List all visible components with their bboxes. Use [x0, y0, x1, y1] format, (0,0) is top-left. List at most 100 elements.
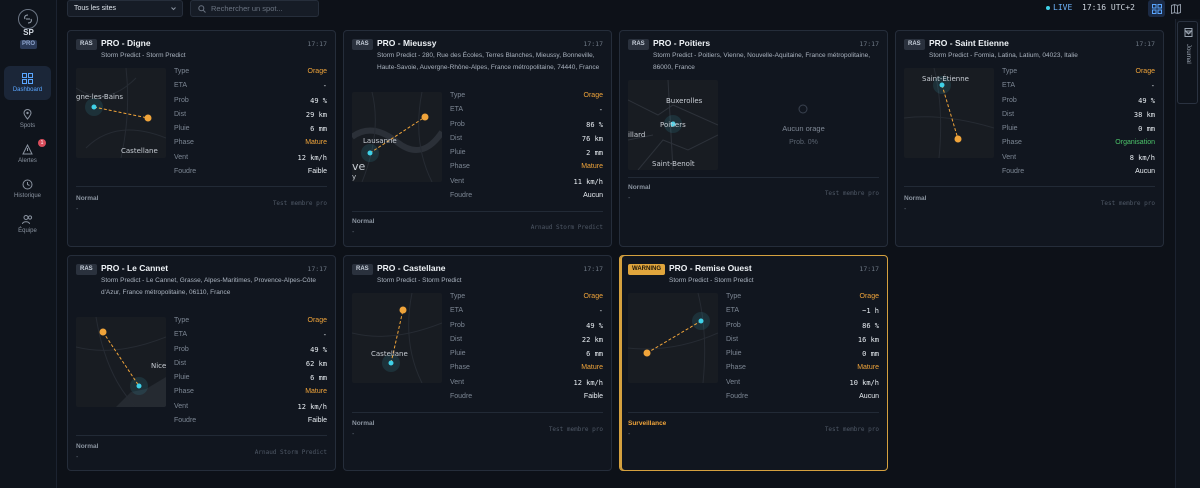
metric-prob: Prob 49 % — [1002, 97, 1155, 111]
metric-label: Pluie — [450, 350, 466, 358]
card-time: 17:17 — [1135, 40, 1155, 48]
metric-type: Type Orage — [174, 317, 327, 331]
site-select[interactable]: Tous les sites — [67, 0, 183, 17]
map-view-button[interactable] — [1167, 0, 1184, 17]
metric-label: Prob — [450, 321, 465, 329]
nav-equipe[interactable]: Équipe — [4, 207, 51, 241]
map-label: Poitiers — [660, 121, 686, 129]
metric-type: Type Orage — [450, 92, 603, 106]
metric-vent: Vent 10 km/h — [726, 379, 879, 393]
metric-value: 12 km/h — [297, 153, 327, 162]
status-tag: RAS — [76, 264, 97, 275]
card-member: Test membre pro — [548, 426, 603, 433]
status-tag: RAS — [76, 39, 97, 50]
nav-label: Alertes — [18, 158, 37, 164]
journal-panel: Journal — [1175, 19, 1200, 488]
spot-card-digne[interactable]: RAS PRO - Digne Storm Predict - Storm Pr… — [67, 30, 336, 247]
metric-value: 38 km — [1133, 110, 1155, 119]
users-icon — [22, 215, 33, 225]
grid-view-button[interactable] — [1148, 0, 1165, 17]
metric-label: Prob — [174, 96, 189, 104]
spot-card-castellane[interactable]: RAS PRO - Castellane Storm Predict - Sto… — [343, 255, 612, 471]
nav-alertes[interactable]: Alertes 1 — [4, 137, 51, 171]
metric-value: 10 km/h — [849, 378, 879, 387]
metric-prob: Prob 49 % — [174, 346, 327, 360]
pin-icon — [23, 109, 32, 120]
map-label: Saint-Benoît — [652, 160, 695, 168]
status-tag: RAS — [352, 39, 373, 50]
metric-vent: Vent 8 km/h — [1002, 154, 1155, 168]
journal-label: Journal — [1185, 44, 1191, 64]
metric-value: Orage — [583, 92, 603, 99]
search-input[interactable]: Rechercher un spot... — [190, 0, 319, 17]
sidebar: SP PRO Dashboard Spots Alertes 1 Histori… — [0, 0, 57, 488]
metric-label: Type — [174, 317, 190, 324]
spot-marker — [698, 318, 704, 324]
metric-prob: Prob 49 % — [450, 322, 603, 336]
nav-dashboard[interactable]: Dashboard — [4, 66, 51, 100]
card-title: PRO - Castellane — [377, 263, 446, 273]
spot-marker — [91, 104, 97, 110]
grid-icon — [22, 73, 33, 84]
spot-card-mieussy[interactable]: RAS PRO - Mieussy Storm Predict - 280, R… — [343, 30, 612, 247]
metrics-table: Type Orage ETA - Prob 49 % Dist 29 km Pluie 6… — [174, 68, 327, 182]
metric-vent: Vent 12 km/h — [174, 403, 327, 417]
metric-dist: Dist 22 km — [450, 336, 603, 350]
card-note: - — [628, 431, 631, 438]
divider — [76, 186, 327, 187]
nav-spots[interactable]: Spots — [4, 102, 51, 136]
divider — [628, 177, 879, 178]
storm-marker — [99, 328, 107, 336]
metric-value: - — [598, 106, 603, 115]
warning-icon — [22, 144, 33, 155]
divider — [904, 186, 1155, 187]
card-note: - — [904, 206, 907, 213]
metrics-table: Type Orage ETA - Prob 86 % Dist 76 km Pluie 2… — [450, 92, 603, 206]
metric-label: Type — [450, 92, 466, 99]
metric-vent: Vent 11 km/h — [450, 178, 603, 192]
metric-label: Type — [174, 68, 190, 75]
metric-value: Organisation — [1115, 139, 1155, 147]
metric-value: 0 mm — [1138, 125, 1155, 134]
metric-phase: Phase Mature — [450, 163, 603, 177]
card-title: PRO - Saint Etienne — [929, 38, 1009, 48]
metric-value: 86 % — [586, 120, 603, 129]
nav-historique[interactable]: Historique — [4, 172, 51, 206]
metric-pluie: Pluie 6 mm — [174, 374, 327, 388]
divider — [352, 412, 603, 413]
mini-map — [628, 293, 718, 383]
metric-label: ETA — [174, 82, 188, 90]
metric-eta: ETA - — [450, 106, 603, 120]
storm-logo-icon — [18, 9, 38, 29]
card-status: Normal — [904, 195, 927, 202]
card-note: - — [628, 195, 631, 202]
metric-label: Foudre — [726, 393, 749, 401]
card-subtitle: Storm Predict - Le Cannet, Grasse, Alpes… — [101, 277, 316, 296]
metric-foudre: Foudre Faible — [450, 393, 603, 407]
map-icon — [1170, 3, 1181, 14]
metric-label: Prob — [1002, 96, 1017, 104]
card-status: Normal — [352, 218, 375, 225]
spot-marker — [939, 82, 945, 88]
metric-type: Type Orage — [174, 68, 327, 82]
map-label: y — [352, 173, 356, 181]
metric-pluie: Pluie 6 mm — [174, 125, 327, 139]
metric-value: - — [322, 331, 327, 340]
card-subtitle: Storm Predict - Poitiers, Vienne, Nouvel… — [653, 52, 871, 71]
metric-value: Faible — [307, 417, 327, 425]
spot-card-poitiers[interactable]: RAS PRO - Poitiers Storm Predict - Poiti… — [619, 30, 888, 247]
spot-marker — [367, 150, 373, 156]
spot-card-saint-etienne[interactable]: RAS PRO - Saint Etienne Storm Predict - … — [895, 30, 1164, 247]
metric-value: 11 km/h — [573, 177, 603, 186]
spot-card-remise-ouest[interactable]: WARNING PRO - Remise Ouest Storm Predict… — [619, 255, 888, 471]
card-note: - — [76, 454, 79, 461]
journal-toggle[interactable]: Journal — [1177, 21, 1198, 104]
metric-eta: ETA - — [450, 307, 603, 321]
metric-phase: Phase Mature — [174, 388, 327, 402]
spot-card-le-cannet[interactable]: RAS PRO - Le Cannet Storm Predict - Le C… — [67, 255, 336, 471]
metric-label: Pluie — [174, 374, 190, 382]
metric-value: 12 km/h — [297, 402, 327, 411]
metric-foudre: Foudre Faible — [174, 168, 327, 182]
status-tag: RAS — [352, 264, 373, 275]
metric-value: 62 km — [305, 359, 327, 368]
